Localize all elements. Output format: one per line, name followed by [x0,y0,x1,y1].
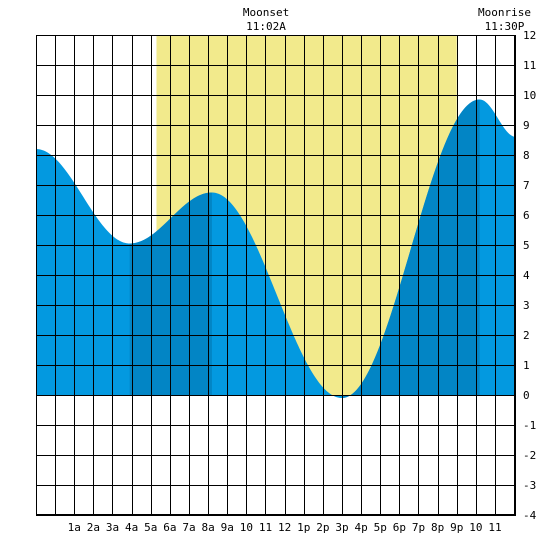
x-tick-label: 11 [488,521,501,534]
y-tick-label: 6 [523,209,530,222]
x-tick-label: 5p [374,521,387,534]
y-tick-label: 10 [523,89,536,102]
y-tick-label: 11 [523,59,536,72]
x-tick-label: 3a [106,521,119,534]
y-tick-label: 0 [523,389,530,402]
y-tick-label: 12 [523,29,536,42]
x-tick-label: 5a [144,521,157,534]
y-tick-label: 1 [523,359,530,372]
x-tick-label: 4p [354,521,367,534]
grid [36,35,516,516]
x-tick-label: 1p [297,521,310,534]
y-tick-label: 4 [523,269,530,282]
x-tick-label: 11 [259,521,272,534]
x-tick-label: 1a [68,521,81,534]
x-tick-label: 8p [431,521,444,534]
x-tick-label: 4a [125,521,138,534]
y-tick-label: -2 [523,449,536,462]
x-tick-label: 9p [450,521,463,534]
x-tick-label: 3p [335,521,348,534]
x-tick-label: 10 [469,521,482,534]
annotation-label: Moonrise [478,6,531,19]
y-tick-label: 9 [523,119,530,132]
x-tick-label: 12 [278,521,291,534]
y-tick-label: 7 [523,179,530,192]
y-tick-label: 3 [523,299,530,312]
annotation-time: 11:30P [485,20,525,33]
x-tick-label: 7p [412,521,425,534]
plot-border [36,35,516,515]
y-tick-label: 8 [523,149,530,162]
tide-band-2 [341,99,480,398]
annotation-time: 11:02A [246,20,286,33]
x-tick-label: 10 [240,521,253,534]
y-tick-label: 2 [523,329,530,342]
y-tick-label: -1 [523,419,536,432]
x-tick-label: 2p [316,521,329,534]
x-tick-label: 8a [201,521,214,534]
y-tick-label: 5 [523,239,530,252]
x-tick-label: 2a [87,521,100,534]
y-tick-label: -3 [523,479,536,492]
x-tick-label: 7a [182,521,195,534]
annotation-label: Moonset [243,6,289,19]
x-tick-label: 6p [393,521,406,534]
y-tick-label: -4 [523,509,537,522]
x-tick-label: 9a [221,521,234,534]
x-tick-label: 6a [163,521,176,534]
